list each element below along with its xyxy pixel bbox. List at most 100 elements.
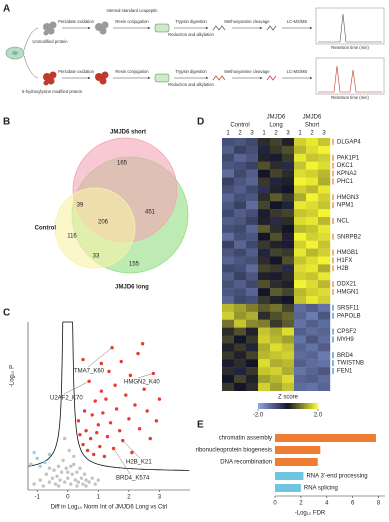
point bbox=[29, 462, 33, 467]
heatmap-cell bbox=[270, 153, 283, 162]
point bbox=[72, 462, 76, 467]
heatmap-cell bbox=[318, 193, 331, 202]
heatmap-cell bbox=[294, 161, 307, 170]
resin-icon bbox=[154, 23, 170, 33]
heatmap-cell bbox=[318, 343, 331, 352]
heatmap-cell bbox=[258, 240, 271, 249]
heatmap-cell bbox=[294, 343, 307, 352]
heatmap-cell bbox=[234, 256, 247, 265]
heatmap-cell bbox=[222, 201, 235, 210]
heatmap-cell bbox=[294, 296, 307, 305]
heatmap-cell bbox=[318, 138, 331, 147]
heatmap-cell bbox=[270, 209, 283, 218]
column-group-label: JMJD6 bbox=[303, 115, 322, 121]
point bbox=[47, 480, 52, 484]
heatmap-cell bbox=[318, 240, 331, 249]
point bbox=[84, 429, 88, 433]
point bbox=[32, 482, 36, 486]
point bbox=[79, 476, 84, 480]
set-label: JMJD6 short bbox=[110, 130, 146, 136]
point bbox=[66, 470, 70, 474]
heatmap-cell bbox=[234, 209, 247, 218]
heatmap-cell bbox=[282, 311, 295, 320]
heatmap-cell bbox=[222, 351, 235, 360]
point bbox=[43, 460, 47, 465]
heatmap-cell bbox=[294, 264, 307, 273]
point bbox=[130, 450, 134, 455]
heatmap-cell bbox=[258, 201, 271, 210]
protein-icon bbox=[95, 71, 109, 85]
heatmap-cell bbox=[306, 382, 319, 391]
x-tick-label: 4 bbox=[325, 501, 329, 507]
annotation-leader bbox=[63, 381, 90, 395]
heatmap-cell bbox=[258, 280, 271, 289]
heatmap-cell bbox=[270, 272, 283, 281]
heatmap-cell bbox=[234, 193, 247, 202]
point bbox=[84, 478, 88, 482]
heatmap-cell bbox=[270, 375, 283, 384]
heatmap-cell bbox=[234, 367, 247, 376]
heatmap-cell bbox=[318, 201, 331, 210]
x-tick-label: 0 bbox=[66, 495, 70, 501]
point bbox=[55, 474, 59, 478]
replicate-label: 3 bbox=[286, 131, 290, 137]
point bbox=[93, 399, 97, 403]
heatmap-cell bbox=[270, 359, 283, 368]
panel-letter: E bbox=[197, 420, 204, 431]
x-axis-label: Diff in Log₁₀ Norm Int of JMJD6 Long vs … bbox=[51, 505, 168, 511]
heatmap-cell bbox=[258, 232, 271, 241]
heatmap-cell bbox=[234, 145, 247, 154]
heatmap-cell bbox=[258, 193, 271, 202]
heatmap-cell bbox=[318, 296, 331, 305]
point bbox=[52, 468, 56, 472]
heatmap-cell bbox=[294, 351, 307, 360]
colorbar-step bbox=[308, 403, 311, 409]
colorbar-tick-label: -2.0 bbox=[253, 413, 264, 419]
heatmap-cell bbox=[282, 224, 295, 233]
point bbox=[75, 484, 79, 488]
heatmap-cell bbox=[246, 240, 259, 249]
heatmap-cell bbox=[318, 327, 331, 336]
point bbox=[61, 458, 65, 463]
heatmap-cell bbox=[294, 288, 307, 297]
heatmap-cell bbox=[282, 240, 295, 249]
heatmap-cell bbox=[294, 193, 307, 202]
heatmap-cell bbox=[318, 311, 331, 320]
chromatogram-frame bbox=[315, 57, 385, 95]
annotation-leader bbox=[113, 448, 131, 475]
row-label: H2B bbox=[337, 266, 349, 272]
panel-letter: A bbox=[3, 4, 10, 15]
point bbox=[136, 351, 140, 356]
threshold-curve bbox=[28, 321, 64, 467]
x-tick-label: -1 bbox=[34, 495, 40, 501]
heatmap-cell bbox=[318, 169, 331, 178]
heatmap-cell bbox=[222, 177, 235, 186]
column-group-label: Long bbox=[269, 123, 282, 129]
heatmap-cell bbox=[222, 138, 235, 147]
heatmap-cell bbox=[246, 382, 259, 391]
point bbox=[102, 454, 107, 459]
peptide-icon bbox=[266, 75, 277, 81]
bar bbox=[275, 446, 321, 454]
heatmap-cell bbox=[234, 359, 247, 368]
heatmap-cell bbox=[318, 375, 331, 384]
heatmap-cell bbox=[222, 145, 235, 154]
x-tick-label: 0 bbox=[273, 501, 277, 507]
point bbox=[56, 484, 61, 488]
heatmap-cell bbox=[222, 185, 235, 194]
heatmap-cell bbox=[318, 319, 331, 328]
resin-icon bbox=[154, 73, 170, 83]
bar-label: RNA splicing bbox=[304, 486, 338, 492]
heatmap-cell bbox=[258, 224, 271, 233]
x-tick-label: 3 bbox=[158, 495, 162, 501]
heatmap-cell bbox=[306, 335, 319, 344]
heatmap-cell bbox=[282, 217, 295, 226]
colorbar-step bbox=[262, 403, 265, 409]
heatmap-cell bbox=[258, 177, 271, 186]
colorbar-step bbox=[312, 403, 315, 409]
bar bbox=[275, 472, 304, 480]
step-label: Reduction and alkylation bbox=[168, 82, 214, 87]
x-tick-label: 2 bbox=[299, 501, 303, 507]
heatmap-cell bbox=[306, 351, 319, 360]
heatmap-cell bbox=[294, 177, 307, 186]
